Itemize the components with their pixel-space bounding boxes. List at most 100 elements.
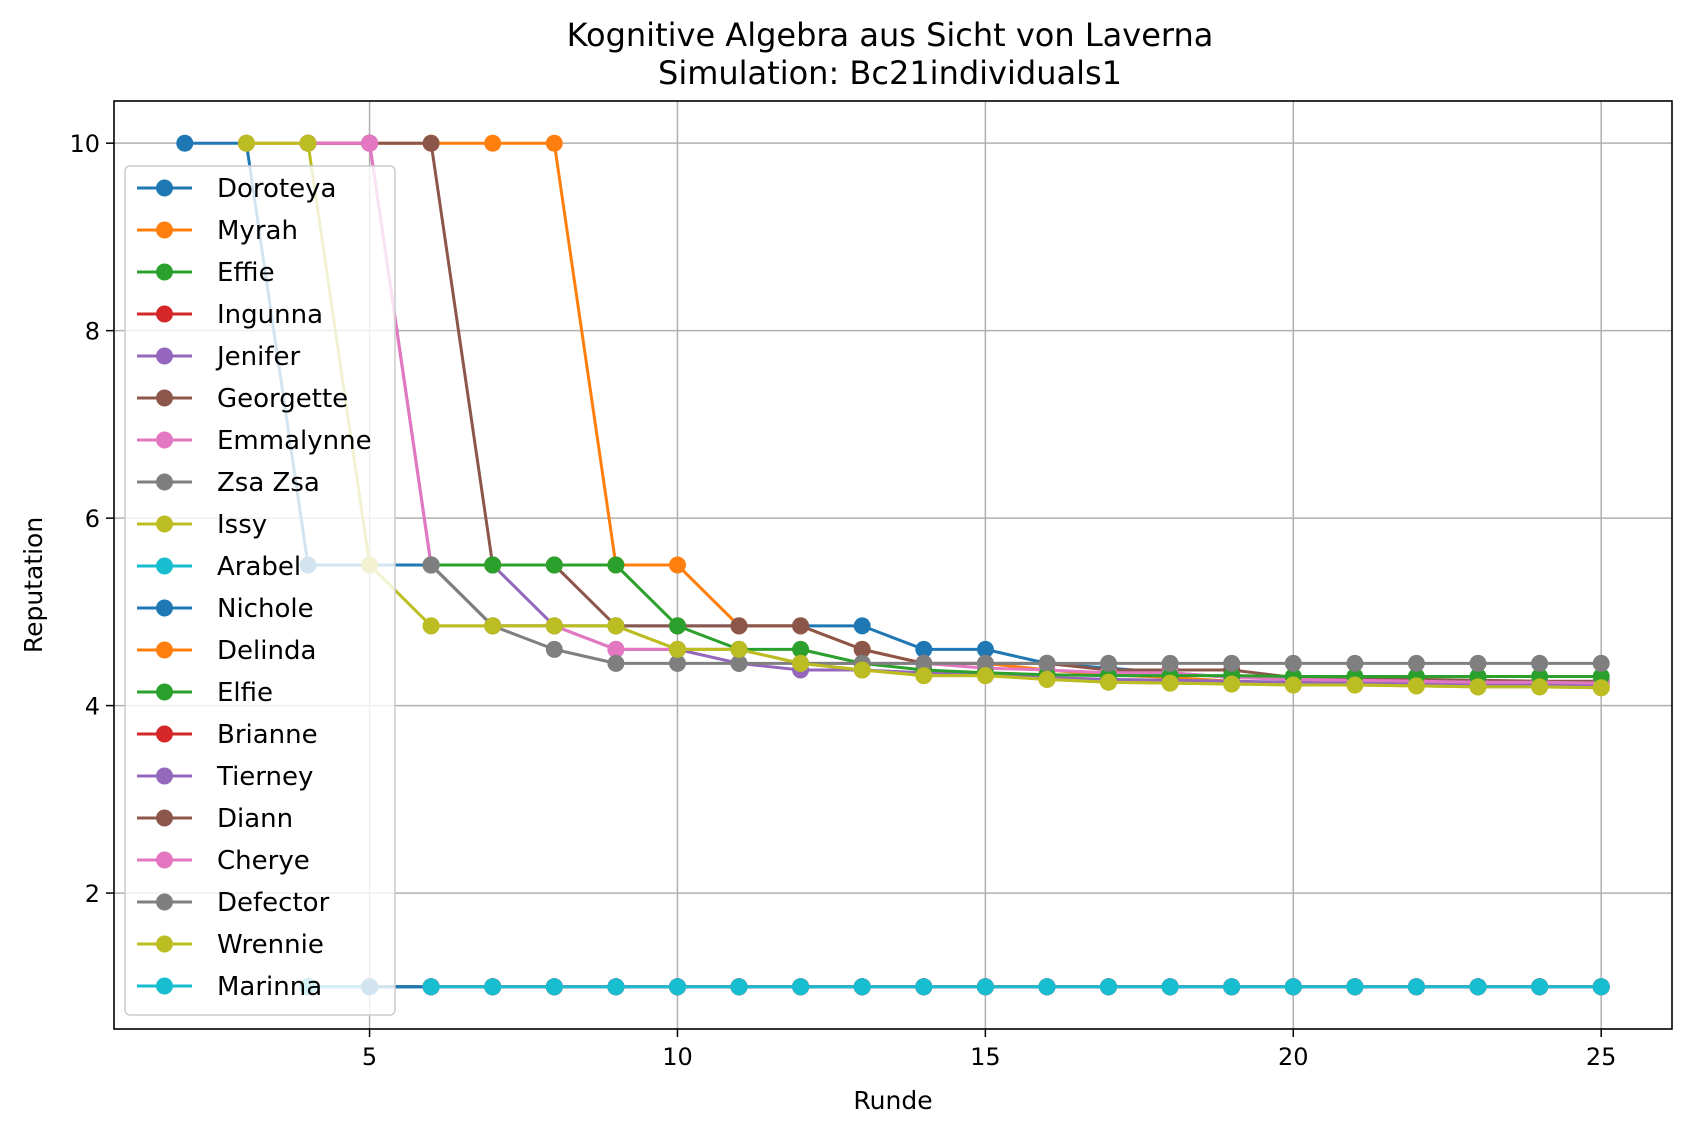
data-point [1100, 673, 1117, 691]
data-point [422, 134, 440, 152]
legend-marker [156, 851, 173, 869]
legend-item: Diann [137, 804, 293, 834]
legend: Doroteya Myrah Effie Ingunna Jenifer Georgett… [124, 165, 396, 1016]
data-point [545, 640, 563, 658]
legend-marker [156, 473, 173, 491]
data-point [1469, 654, 1487, 672]
data-point [545, 978, 563, 996]
legend-label: Emmalynne [217, 426, 372, 456]
data-point [1100, 654, 1117, 672]
legend-marker [156, 431, 173, 449]
data-point [484, 978, 502, 996]
data-point [976, 654, 994, 672]
data-point [1346, 978, 1364, 996]
legend-marker [156, 641, 173, 659]
legend-item: Delinda [137, 636, 316, 666]
data-point [1223, 978, 1241, 996]
data-point [730, 978, 748, 996]
data-point [669, 556, 686, 574]
data-point [792, 654, 810, 672]
legend-item: Doroteya [137, 174, 336, 204]
data-point [1592, 978, 1610, 996]
data-point [1469, 978, 1487, 996]
data-point [1100, 978, 1117, 996]
legend-marker [156, 179, 173, 197]
legend-item: Tierney [137, 762, 313, 792]
legend-label: Arabel [217, 552, 301, 582]
data-point [1407, 677, 1425, 695]
data-point [730, 617, 748, 635]
data-point [915, 978, 933, 996]
data-point [1161, 674, 1179, 692]
data-point [669, 978, 686, 996]
data-point [1161, 978, 1179, 996]
legend-item: Nichole [137, 594, 314, 624]
series-defector [422, 556, 1610, 672]
legend-item: Emmalynne [137, 426, 372, 456]
y-tick-label: 10 [69, 130, 100, 158]
legend-item: Jenifer [137, 342, 301, 372]
data-point [853, 661, 871, 679]
data-point [1284, 978, 1302, 996]
series-line [431, 624, 1602, 690]
data-point [1531, 978, 1549, 996]
legend-item: Elfie [137, 678, 273, 708]
legend-item: Zsa Zsa [137, 468, 320, 498]
data-point [176, 134, 194, 152]
x-axis-label: Runde [853, 1086, 932, 1115]
legend-box [124, 165, 396, 1016]
y-tick-label: 8 [85, 318, 100, 346]
legend-marker [156, 515, 173, 533]
plot-frame [113, 100, 1673, 1030]
data-point [1469, 678, 1487, 696]
data-point [607, 556, 625, 574]
legend-label: Jenifer [215, 342, 301, 372]
data-point [1038, 670, 1056, 688]
data-point [853, 978, 871, 996]
axis-ticks: 5 10 15 20 25 2 4 6 8 10 [69, 130, 1616, 1071]
data-point [607, 654, 625, 672]
data-point [1592, 654, 1610, 672]
legend-item: Brianne [137, 720, 318, 750]
legend-label: Issy [217, 510, 267, 540]
data-point [730, 654, 748, 672]
data-point [1161, 654, 1179, 672]
y-tick-label: 2 [85, 880, 100, 908]
data-point [730, 640, 748, 658]
legend-marker [156, 305, 173, 323]
legend-marker [156, 977, 173, 995]
legend-label: Tierney [216, 762, 313, 792]
data-point [915, 640, 933, 658]
legend-item: Arabel [137, 552, 301, 582]
legend-marker [156, 263, 173, 281]
legend-marker [156, 599, 173, 617]
data-point [853, 617, 871, 635]
legend-item: Marinna [137, 972, 322, 1002]
legend-label: Effie [217, 258, 275, 288]
data-point [361, 134, 379, 152]
data-point [545, 134, 563, 152]
series-group [176, 134, 1610, 996]
data-point [669, 617, 686, 635]
legend-label: Marinna [217, 972, 322, 1002]
legend-marker [156, 347, 173, 365]
x-tick-label: 20 [1278, 1043, 1309, 1071]
data-point [299, 134, 317, 152]
data-point [1038, 978, 1056, 996]
legend-marker [156, 683, 173, 701]
legend-marker [156, 893, 173, 911]
data-point [976, 640, 994, 658]
legend-item: Georgette [137, 384, 348, 414]
data-point [422, 617, 440, 635]
data-point [1531, 654, 1549, 672]
legend-marker [156, 221, 173, 239]
legend-label: Elfie [217, 678, 273, 708]
legend-label: Wrennie [217, 930, 324, 960]
data-point [1284, 676, 1302, 694]
data-point [607, 640, 625, 658]
data-point [484, 556, 502, 574]
legend-item: Effie [137, 258, 275, 288]
x-tick-label: 25 [1586, 1043, 1617, 1071]
